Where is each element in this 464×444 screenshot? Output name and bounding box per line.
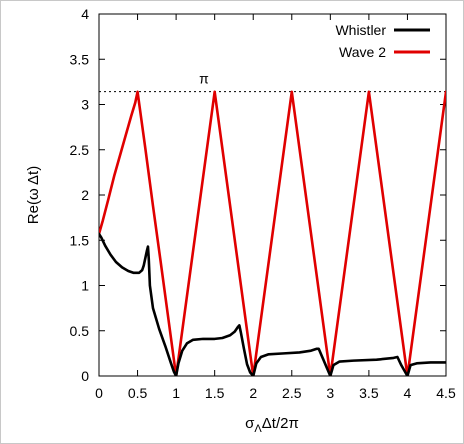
y-tick-label: 1.5 [70,232,90,248]
x-tick-label: 2 [249,385,257,401]
x-axis-label-rest: Δt/2π [262,415,299,432]
x-tick-label: 3.5 [359,385,379,401]
legend: Whistler Wave 2 [335,22,430,60]
y-tick-label: 4 [81,6,89,22]
series-line-wave-2 [99,90,446,376]
x-tick-label: 0 [95,385,103,401]
y-axis-label: Re(ω Δt) [25,166,42,224]
y-tick-label: 2.5 [70,142,90,158]
x-axis-label: σΛΔt/2π [245,415,299,435]
x-axis-label-main: σ [245,415,255,432]
y-tick-label: 1 [81,278,89,294]
x-tick-label: 4 [404,385,412,401]
y-tick-label: 2 [81,187,89,203]
x-axis-label-subscript: Λ [254,423,262,435]
y-tick-label: 0.5 [70,323,90,339]
y-tick-label: 0 [81,368,89,384]
legend-label-wave-2: Wave 2 [339,44,386,60]
legend-label-whistler: Whistler [335,22,386,38]
x-tick-label: 3 [326,385,334,401]
y-tick-label: 3.5 [70,51,90,67]
plot-area [98,13,447,377]
series-line-whistler [99,232,446,376]
x-tick-label: 1 [172,385,180,401]
x-tick-label: 0.5 [128,385,148,401]
x-tick-label: 4.5 [436,385,456,401]
x-tick-label: 1.5 [205,385,225,401]
y-tick-label: 3 [81,97,89,113]
x-tick-label: 2.5 [282,385,302,401]
reference-line-label: π [199,71,209,87]
